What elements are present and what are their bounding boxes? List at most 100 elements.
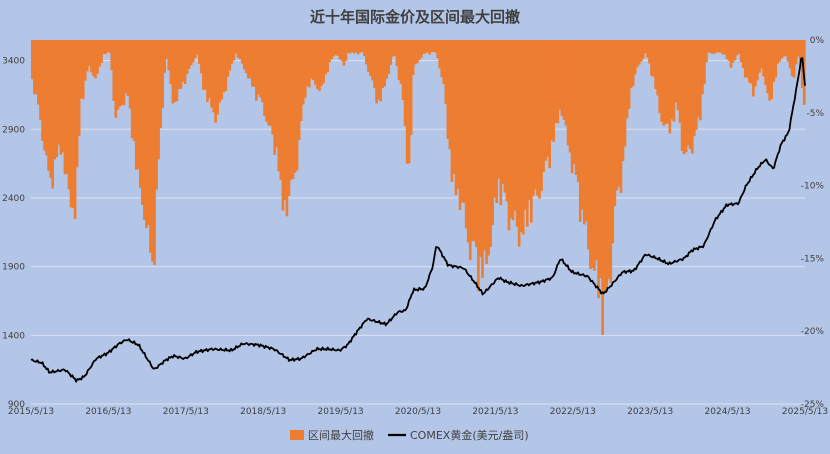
drawdown-bar [540,40,543,192]
drawdown-bar [301,40,305,105]
drawdown-bar [688,40,692,149]
drawdown-bar [695,40,698,130]
drawdown-bar [134,40,138,170]
drawdown-bar [654,40,657,90]
drawdown-bar [354,40,358,53]
drawdown-bar [481,40,484,278]
drawdown-bar [98,40,101,67]
drawdown-bar [318,40,321,92]
y-axis-right: 0% -5% -10% -15% -20% -25% [801,36,825,410]
drawdown-bar [328,40,332,63]
drawdown-bar [106,40,109,52]
x-tick-label: 2018/5/13 [240,407,286,417]
drawdown-bar [255,40,258,101]
drawdown-bar [760,40,763,69]
drawdown-bar [527,40,531,201]
drawdown-bar [574,40,578,175]
drawdown-bar [383,40,387,87]
drawdown-bar [358,40,362,53]
drawdown-bar [102,40,105,54]
drawdown-bar [585,40,588,222]
drawdown-bar [674,40,678,103]
drawdown-bar [37,40,40,105]
drawdown-bar [794,40,798,65]
drawdown-bar [51,40,55,189]
drawdown-bar [631,40,635,86]
drawdown-bar [216,40,219,115]
y-right-tick-label: -5% [806,109,824,119]
drawdown-bar [625,40,629,119]
drawdown-bar [334,40,338,55]
y-right-tick-label: -15% [801,254,825,264]
drawdown-bar [703,40,706,85]
drawdown-bar [41,40,44,141]
drawdown-bar [468,40,472,261]
x-tick-label: 2023/5/13 [627,407,673,417]
drawdown-bar [167,40,171,71]
drawdown-bar [678,40,682,123]
drawdown-bar [75,40,79,168]
drawdown-bar [348,40,352,54]
drawdown-bar [411,40,415,75]
drawdown-bar [163,40,167,73]
drawdown-bar [479,40,482,257]
drawdown-bar [554,40,558,123]
drawdown-bar [597,40,600,299]
drawdown-bar [686,40,690,146]
drawdown-bar [155,40,158,190]
drawdown-bar [189,40,193,66]
drawdown-bar [560,40,564,116]
drawdown-bar [395,40,399,67]
drawdown-bar [772,40,776,82]
drawdown-bar [53,40,57,160]
drawdown-bar [743,40,747,78]
drawdown-bar [67,40,71,190]
y-left-tick-label: 900 [8,400,25,410]
drawdown-bar [564,40,568,126]
drawdown-bar [684,40,688,153]
drawdown-bar [35,40,38,95]
drawdown-bar [786,40,790,62]
drawdown-bar [735,40,739,56]
drawdown-bar [615,40,619,191]
drawdown-bar [183,40,187,84]
drawdown-bar [248,40,252,79]
drawdown-bar [267,40,270,126]
drawdown-bar [116,40,120,110]
drawdown-bar [403,40,407,126]
drawdown-bar [680,40,684,151]
drawdown-bar [784,40,788,56]
drawdown-bar [637,40,641,65]
drawdown-bar [593,40,596,271]
drawdown-bar [377,40,380,100]
drawdown-bar [322,40,325,84]
drawdown-bar [179,40,183,89]
drawdown-bar [692,40,696,137]
drawdown-bar [792,40,796,78]
drawdown-bar [49,40,52,179]
drawdown-bar [277,40,281,172]
drawdown-bar [715,40,719,53]
drawdown-bar [450,40,454,183]
drawdown-bar [281,40,285,211]
drawdown-bar [338,40,342,60]
drawdown-bar [365,40,368,65]
drawdown-bar [727,40,731,61]
drawdown-bar [644,40,647,54]
drawdown-bar [344,40,348,61]
drawdown-bar [81,40,85,100]
drawdown-bar [491,40,494,226]
drawdown-bar [210,40,213,108]
drawdown-bar [768,40,771,101]
drawdown-bar [96,40,99,74]
legend-label-drawdown: 区间最大回撤 [308,428,374,442]
drawdown-bar [705,40,708,63]
x-tick-label: 2017/5/13 [163,407,209,417]
drawdown-bar [126,40,130,96]
drawdown-bar [297,40,301,140]
drawdown-bar [566,40,570,146]
drawdown-bar [373,40,376,88]
drawdown-bar [462,40,466,204]
drawdown-bar [147,40,150,226]
drawdown-bar [591,40,594,269]
